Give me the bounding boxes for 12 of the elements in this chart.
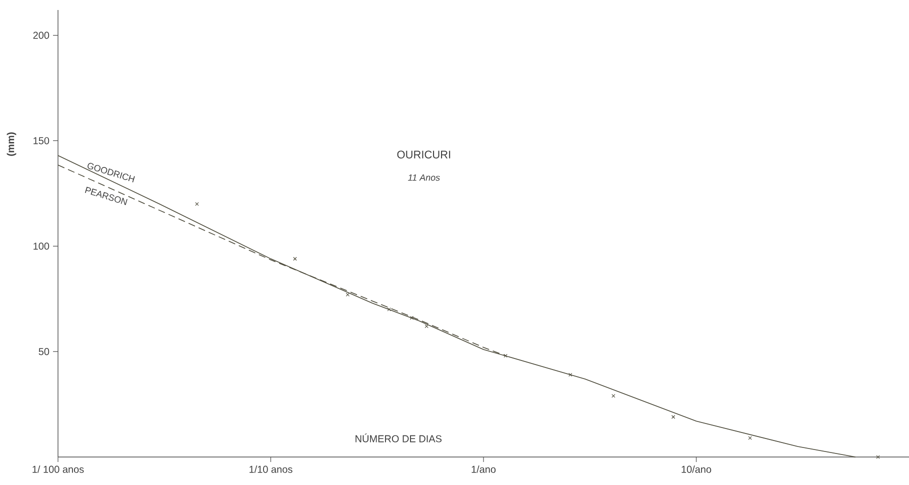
- y-axis-title: (mm): [6, 132, 16, 156]
- text: OURICURI: [397, 150, 450, 158]
- y-tick-label: 150: [34, 137, 50, 144]
- y-tick-label: 200: [33, 32, 50, 39]
- x-tick-label: 1/ 100 anos: [32, 466, 84, 473]
- x-tick-label: 1/10 anos: [250, 466, 292, 473]
- text: 11 Anos: [408, 174, 440, 181]
- x-axis-title: NÚMERO DE DIAS: [356, 434, 442, 442]
- x-tick-label: 10/ano: [682, 466, 712, 473]
- x-tick-label: 1/ano: [472, 466, 496, 473]
- y-tick-label: 100: [34, 242, 50, 250]
- y-tick-label: 50: [38, 348, 50, 356]
